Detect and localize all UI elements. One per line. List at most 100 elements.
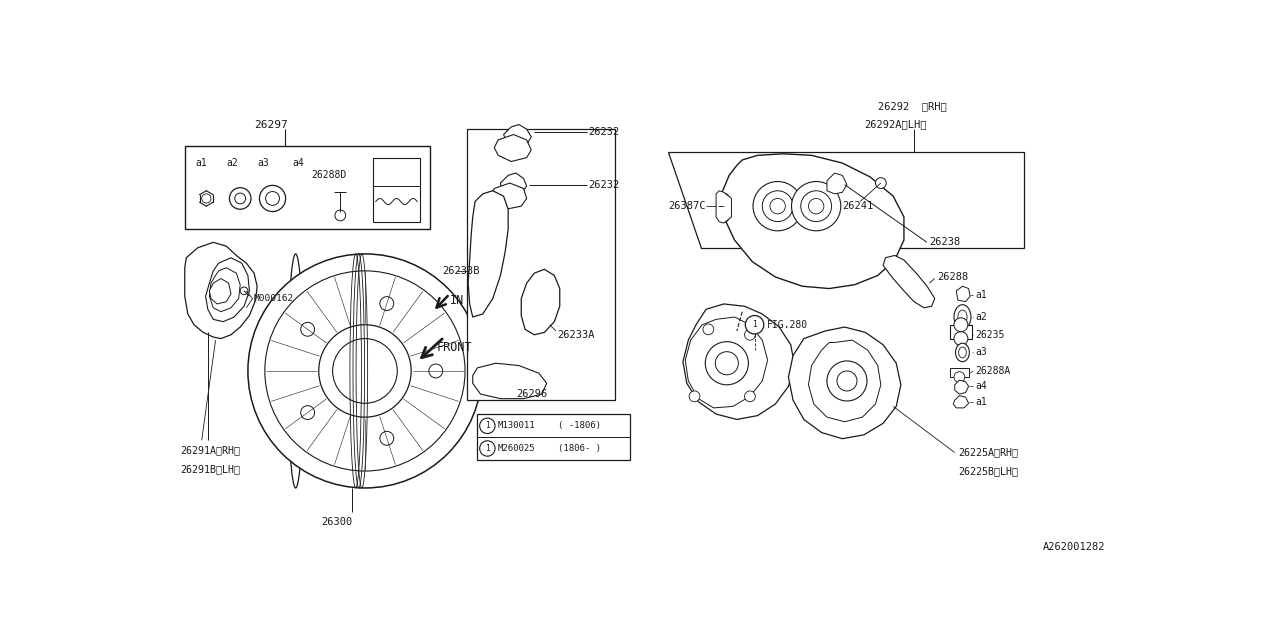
Text: a2: a2 [227,158,238,168]
Bar [950,368,969,377]
Polygon shape [954,396,969,408]
Text: 26233B: 26233B [442,266,480,276]
Text: a4: a4 [975,381,987,391]
Polygon shape [956,286,970,301]
Text: a1: a1 [196,158,207,168]
Circle shape [266,191,279,205]
Circle shape [771,198,786,214]
Text: a1: a1 [975,397,987,407]
Bar [467,129,616,400]
Text: 26235: 26235 [975,330,1005,340]
Text: ( -1806): ( -1806) [558,421,602,430]
Text: FRONT: FRONT [436,341,472,355]
Circle shape [876,178,886,188]
Text: (1806- ): (1806- ) [558,444,602,453]
Polygon shape [210,268,241,312]
Ellipse shape [954,305,972,330]
Polygon shape [503,125,531,148]
Circle shape [229,188,251,209]
Text: 26232: 26232 [589,127,620,137]
Text: 26225B〈LH〉: 26225B〈LH〉 [957,466,1018,476]
Text: 1: 1 [485,444,490,453]
Circle shape [763,191,794,221]
Text: 26288A: 26288A [975,366,1011,376]
Text: a1: a1 [975,290,987,300]
Circle shape [260,186,285,212]
Polygon shape [716,191,731,223]
Polygon shape [490,183,526,209]
Circle shape [705,342,749,385]
Polygon shape [468,191,508,317]
Bar [184,146,430,229]
Bar [372,159,420,221]
Text: a4: a4 [293,158,305,168]
Circle shape [202,194,211,203]
Circle shape [480,418,495,433]
Circle shape [689,391,700,402]
Text: 26288: 26288 [937,272,968,282]
Circle shape [753,182,803,231]
Text: 26238: 26238 [929,237,960,247]
Text: a2: a2 [975,312,987,322]
Circle shape [745,316,764,334]
Polygon shape [955,380,969,394]
Text: FIG.280: FIG.280 [767,320,808,330]
Text: M130011: M130011 [498,421,535,430]
Polygon shape [500,173,526,196]
Polygon shape [788,327,901,438]
Circle shape [827,361,867,401]
Polygon shape [883,255,934,308]
Polygon shape [210,278,230,304]
Circle shape [301,323,315,336]
Circle shape [745,391,755,402]
Ellipse shape [288,254,303,488]
Circle shape [954,372,965,383]
Ellipse shape [956,343,969,362]
Polygon shape [668,152,1024,248]
Text: 26296: 26296 [516,389,547,399]
Text: 26300: 26300 [321,517,352,527]
Text: 26241: 26241 [842,201,873,211]
Circle shape [319,324,411,417]
Text: 26225A〈RH〉: 26225A〈RH〉 [957,447,1018,458]
Circle shape [718,212,730,222]
Polygon shape [472,364,547,399]
Polygon shape [184,243,257,339]
Polygon shape [827,173,847,194]
Polygon shape [685,317,768,408]
Text: 1: 1 [485,421,490,430]
Circle shape [241,287,248,294]
Polygon shape [684,304,795,419]
Circle shape [335,210,346,221]
Ellipse shape [957,310,968,324]
Bar [477,414,630,460]
Circle shape [301,406,315,419]
Text: 26387C: 26387C [668,201,707,211]
Text: a3: a3 [257,158,269,168]
Text: 26297: 26297 [253,120,288,129]
Polygon shape [206,258,250,322]
Circle shape [954,318,968,332]
Circle shape [954,332,968,346]
Circle shape [248,254,483,488]
Circle shape [380,431,394,445]
Polygon shape [494,134,531,161]
Text: M000162: M000162 [253,294,294,303]
Circle shape [480,441,495,456]
Polygon shape [722,154,904,289]
Text: 26292  〈RH〉: 26292 〈RH〉 [878,101,946,111]
Ellipse shape [959,347,966,358]
Circle shape [745,330,755,340]
Text: 26232: 26232 [589,180,620,189]
Text: A262001282: A262001282 [1042,541,1105,552]
Text: a3: a3 [975,348,987,358]
Text: 26288D: 26288D [311,170,347,180]
Circle shape [380,296,394,310]
Circle shape [809,198,824,214]
Text: M260025: M260025 [498,444,535,453]
Bar [950,324,972,339]
Polygon shape [521,269,559,335]
Circle shape [801,191,832,221]
Circle shape [791,182,841,231]
Text: 26233A: 26233A [558,330,595,340]
